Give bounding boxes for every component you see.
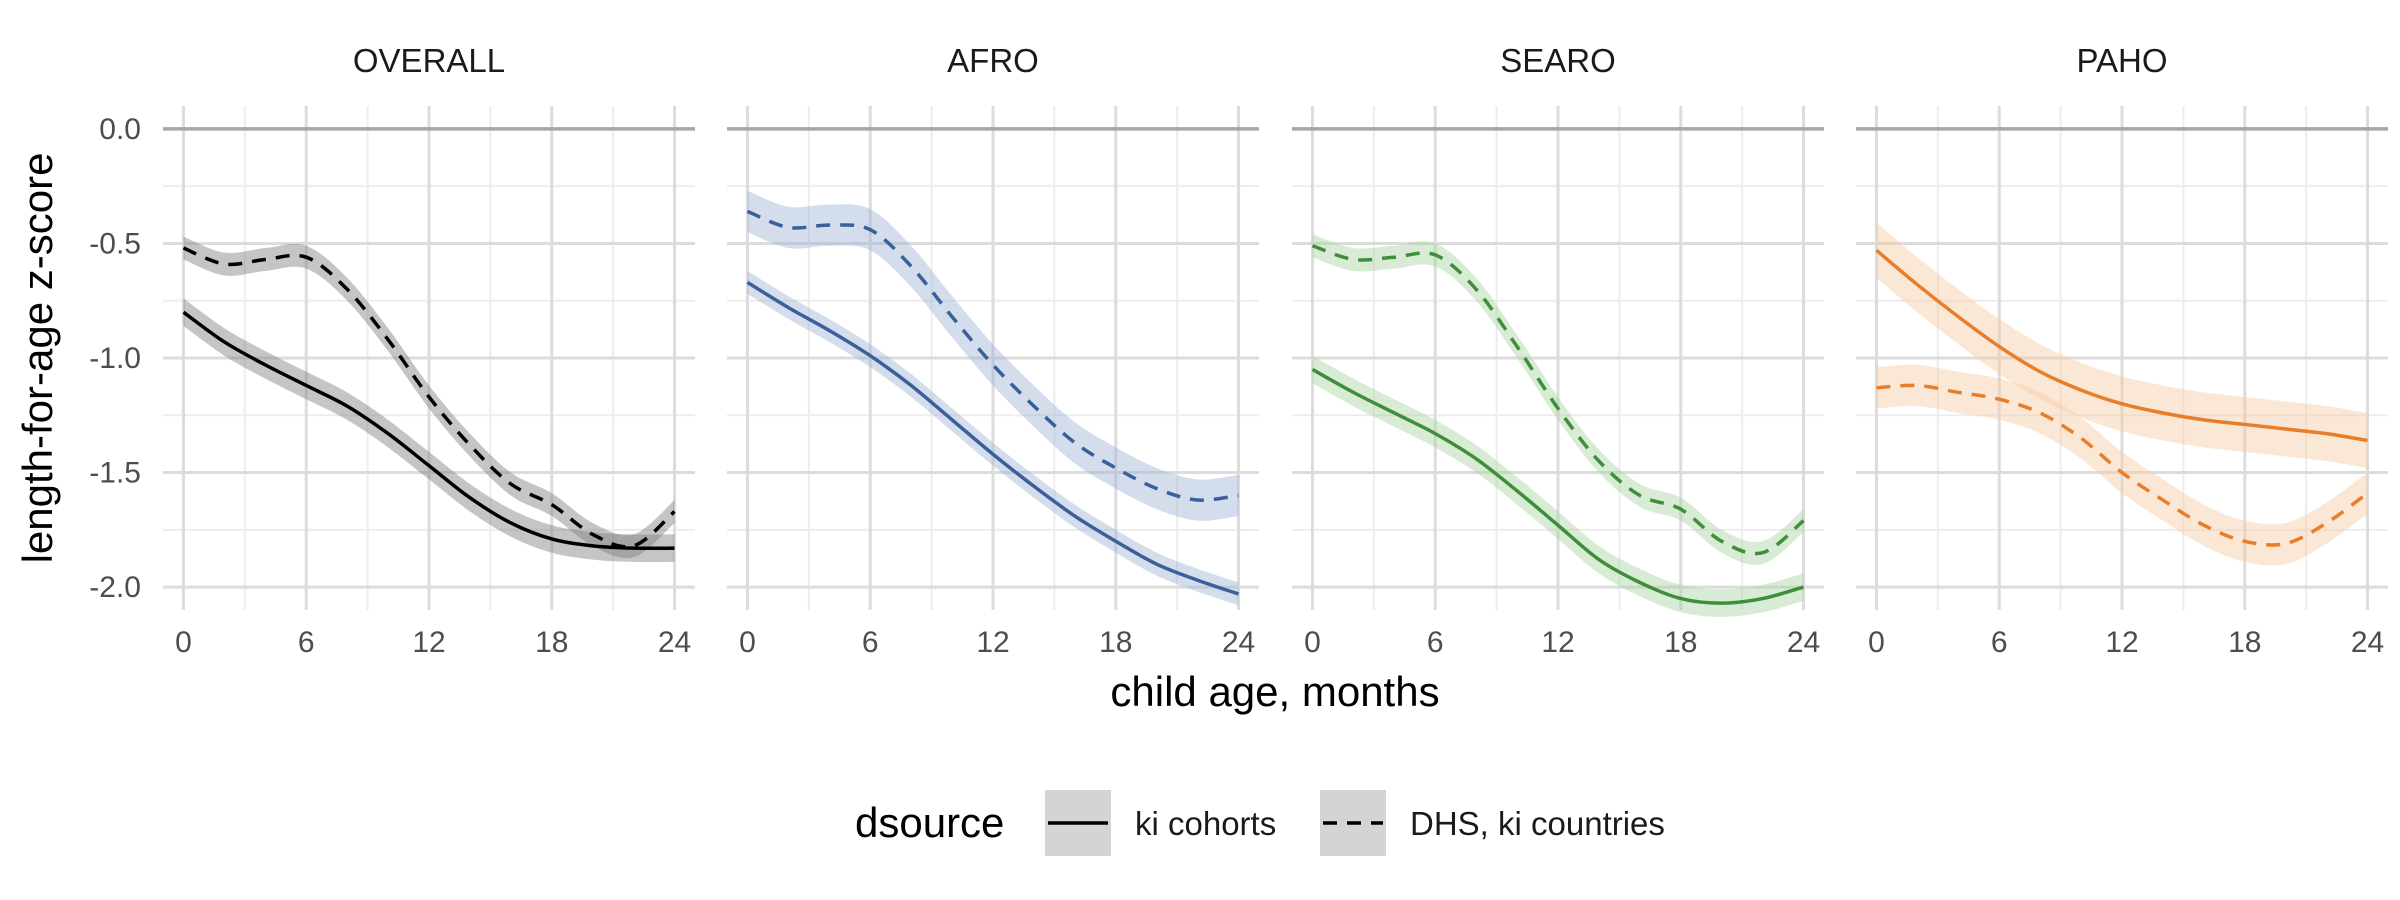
x-tick-label: 12 — [1541, 626, 1574, 659]
legend-key-ki-cohorts — [1045, 790, 1111, 856]
legend-label-dhs: DHS, ki countries — [1410, 805, 1665, 842]
x-tick-label: 12 — [412, 626, 445, 659]
x-tick-label: 12 — [2105, 626, 2138, 659]
y-tick-label: -1.0 — [89, 342, 141, 375]
x-tick-label: 24 — [2351, 626, 2384, 659]
x-tick-label: 24 — [1787, 626, 1820, 659]
series-line-ki-cohorts — [1875, 248, 2368, 443]
panel-overall: OVERALL 0 6 12 18 24 0.0 -0.5 -1.0 -1.5 -2.0 — [89, 42, 695, 659]
y-tick-label: -0.5 — [89, 227, 141, 260]
ci-band-dhs-ki-countries — [747, 190, 1239, 521]
chart-panels: OVERALL 0 6 12 18 24 0.0 -0.5 -1.0 -1.5 -2.0 AFRO 0 6… — [89, 42, 2388, 659]
legend-label-ki-cohorts: ki cohorts — [1135, 805, 1276, 842]
ci-band-ki-cohorts — [1876, 222, 2368, 468]
ci-band-dhs-ki-countries — [1312, 234, 1804, 566]
x-tick-label: 18 — [535, 626, 568, 659]
x-tick-label: 24 — [1222, 626, 1255, 659]
series-line-dhs-ki-countries — [182, 246, 676, 549]
x-tick-label: 18 — [1099, 626, 1132, 659]
x-tick-label: 6 — [1427, 626, 1444, 659]
legend: dsource ki cohorts DHS, ki countries — [855, 790, 1665, 856]
panel-title: SEARO — [1500, 42, 1616, 79]
panel-title: AFRO — [947, 42, 1039, 79]
x-tick-label: 18 — [2228, 626, 2261, 659]
y-tick-label: -2.0 — [89, 571, 141, 604]
x-tick-label: 24 — [658, 626, 691, 659]
panel-paho: PAHO 0 6 12 18 24 — [1856, 42, 2388, 659]
series-line-dhs-ki-countries — [746, 209, 1239, 502]
x-tick-label: 6 — [1991, 626, 2008, 659]
x-tick-label: 0 — [1868, 626, 1885, 659]
legend-title: dsource — [855, 799, 1004, 846]
x-tick-label: 6 — [862, 626, 879, 659]
x-tick-label: 0 — [739, 626, 756, 659]
x-tick-label: 6 — [298, 626, 315, 659]
series-line-ki-cohorts — [746, 280, 1240, 596]
y-tick-label: 0.0 — [99, 113, 141, 146]
series-line-dhs-ki-countries — [1876, 383, 2369, 547]
y-tick-label: -1.5 — [89, 457, 141, 490]
x-tick-label: 0 — [1304, 626, 1321, 659]
ci-band-ki-cohorts — [1312, 355, 1804, 617]
panel-searo: SEARO 0 6 12 18 24 — [1292, 42, 1824, 659]
x-tick-label: 0 — [175, 626, 192, 659]
ci-band-ki-cohorts — [183, 298, 675, 563]
x-tick-label: 18 — [1664, 626, 1697, 659]
series-line-dhs-ki-countries — [1311, 244, 1805, 556]
ci-band-dhs-ki-countries — [1876, 364, 2368, 566]
series-line-ki-cohorts — [182, 310, 675, 551]
y-axis-title: length-for-age z-score — [14, 153, 61, 564]
x-tick-label: 12 — [976, 626, 1009, 659]
series-line-ki-cohorts — [1311, 367, 1805, 605]
panel-title: OVERALL — [353, 42, 505, 79]
x-axis-title: child age, months — [1110, 668, 1439, 715]
panel-title: PAHO — [2076, 42, 2167, 79]
panel-afro: AFRO 0 6 12 18 24 — [727, 42, 1259, 659]
legend-key-dhs — [1320, 790, 1386, 856]
